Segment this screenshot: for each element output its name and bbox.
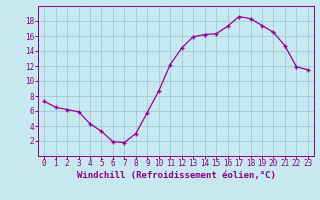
X-axis label: Windchill (Refroidissement éolien,°C): Windchill (Refroidissement éolien,°C) [76,171,276,180]
